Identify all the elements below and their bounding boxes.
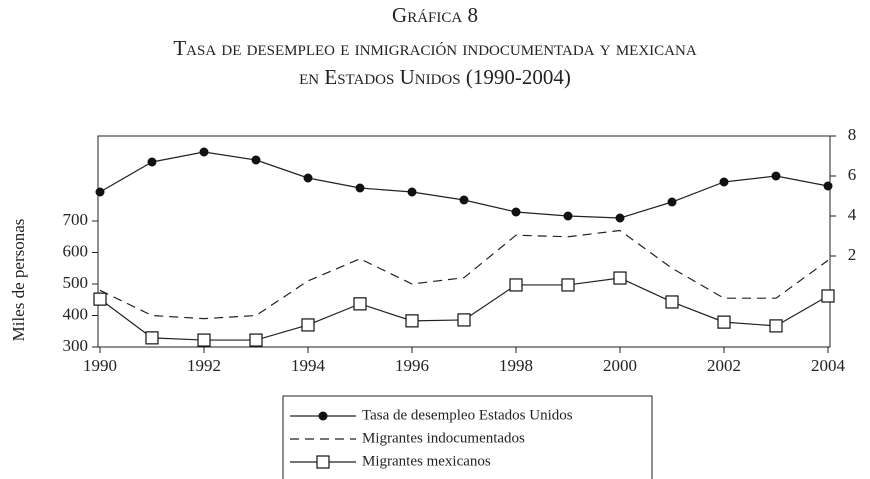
point	[821, 289, 835, 303]
x-tick-label: 1994	[291, 356, 326, 375]
x-tick-label: 2000	[603, 356, 637, 375]
point	[719, 177, 729, 187]
y2-tick-label: 2	[848, 245, 857, 264]
point	[249, 333, 263, 347]
point	[665, 295, 679, 309]
point	[771, 171, 781, 181]
point	[147, 157, 157, 167]
series-line	[99, 277, 829, 341]
x-tick-label: 1990	[83, 356, 117, 375]
plot-frame	[97, 135, 831, 348]
point	[95, 187, 105, 197]
point	[303, 173, 313, 183]
y-tick-label: 700	[63, 210, 89, 229]
x-tick-label: 2002	[707, 356, 741, 375]
point	[561, 278, 575, 292]
y2-tick-label: 6	[848, 165, 857, 184]
series-line	[99, 229, 829, 320]
series-line	[99, 151, 829, 219]
legend-label: Migrantes indocumentados	[362, 430, 525, 446]
y-tick-label: 300	[63, 336, 89, 355]
point	[459, 195, 469, 205]
y-axis-label: Miles de personas	[9, 219, 28, 342]
x-tick-label: 2004	[811, 356, 846, 375]
point	[563, 211, 573, 221]
point	[613, 271, 627, 285]
point	[197, 333, 211, 347]
point	[301, 318, 315, 332]
point	[667, 197, 677, 207]
point	[199, 147, 209, 157]
point	[93, 292, 107, 306]
chart-subtitle: en Estados Unidos (1990-2004)	[299, 65, 571, 89]
point	[145, 331, 159, 345]
point	[509, 278, 523, 292]
point	[355, 183, 365, 193]
point	[353, 297, 367, 311]
legend-label: Tasa de desempleo Estados Unidos	[362, 407, 573, 423]
chart-title: Gráfica 8	[392, 3, 478, 27]
legend-marker	[318, 411, 328, 421]
point	[769, 319, 783, 333]
y-tick-label: 400	[63, 304, 89, 323]
point	[511, 207, 521, 217]
chart-subtitle: Tasa de desempleo e inmigración indocume…	[173, 36, 697, 60]
y-tick-label: 500	[63, 273, 89, 292]
x-tick-label: 1998	[499, 356, 533, 375]
y2-tick-label: 4	[848, 205, 857, 224]
y-tick-label: 600	[63, 241, 89, 260]
point	[823, 181, 833, 191]
point	[407, 187, 417, 197]
y2-tick-label: 8	[848, 125, 857, 144]
legend-marker	[316, 455, 330, 469]
point	[457, 313, 471, 327]
point	[615, 213, 625, 223]
point	[251, 155, 261, 165]
x-tick-label: 1992	[187, 356, 221, 375]
legend-label: Migrantes mexicanos	[362, 453, 491, 469]
legend-box	[282, 395, 653, 479]
point	[405, 314, 419, 328]
x-tick-label: 1996	[395, 356, 429, 375]
point	[717, 315, 731, 329]
